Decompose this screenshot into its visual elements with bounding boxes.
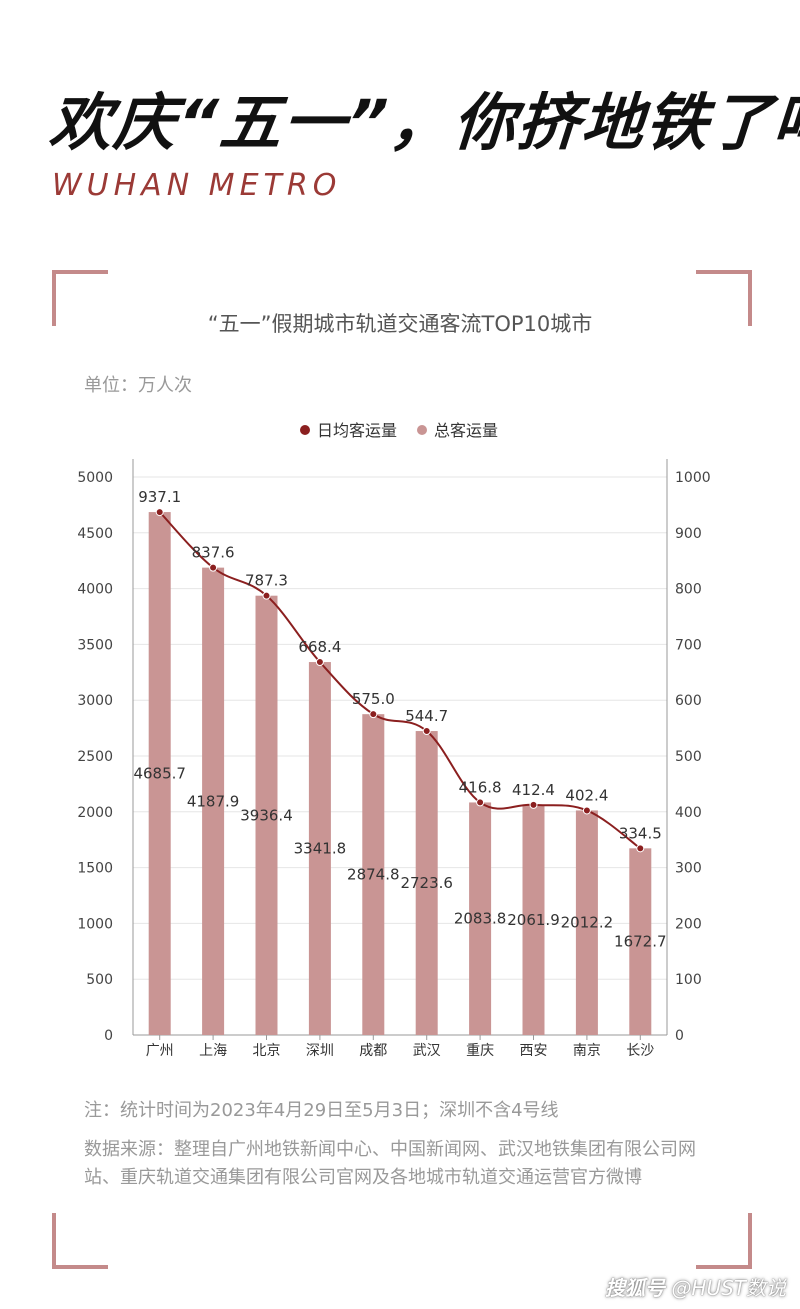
watermark-account: @HUST数说 <box>671 1276 786 1300</box>
daily-line <box>158 511 641 850</box>
y-left-tick-label: 3000 <box>77 693 113 709</box>
y-right-tick-label: 100 <box>675 972 702 988</box>
daily-point <box>369 710 378 719</box>
x-tick-label: 西安 <box>520 1043 548 1059</box>
y-right-tick-label: 500 <box>675 749 702 765</box>
y-left-tick-label: 2500 <box>77 749 113 765</box>
combo-chart: 日均客运量 总客运量0500100015002000250030003500400… <box>77 421 711 1059</box>
x-tick-label: 广州 <box>146 1043 174 1059</box>
bar-value-label: 2723.6 <box>400 874 453 892</box>
y-right-tick-label: 200 <box>675 916 702 932</box>
y-left-tick-label: 1500 <box>77 861 113 877</box>
bar <box>148 512 171 1035</box>
x-tick-label: 南京 <box>573 1043 601 1059</box>
bar <box>308 662 331 1035</box>
y-left-tick-label: 3500 <box>77 637 113 653</box>
bar <box>522 804 545 1035</box>
y-right-tick-label: 700 <box>675 637 702 653</box>
bar <box>202 567 225 1035</box>
y-left-tick-label: 0 <box>104 1028 113 1044</box>
corner-bracket-top-left <box>52 270 108 326</box>
y-left-tick-label: 4500 <box>77 526 113 542</box>
bar-value-label: 1672.7 <box>614 933 667 951</box>
daily-point <box>422 727 431 736</box>
bar <box>415 731 438 1035</box>
daily-point <box>582 806 591 815</box>
y-left-tick-label: 4000 <box>77 582 113 598</box>
legend-label-daily: 日均客运量 <box>317 421 397 440</box>
headline: 欢庆“五一”，你挤地铁了吗？ <box>47 86 800 159</box>
bar-value-label: 2012.2 <box>561 914 614 932</box>
watermark: 搜狐号 @HUST数说 <box>605 1272 786 1301</box>
daily-point <box>209 563 218 572</box>
bar <box>255 595 278 1035</box>
legend-label-total: 总客运量 <box>434 421 498 440</box>
bar-value-label: 3341.8 <box>294 840 347 858</box>
footnote: 注：统计时间为2023年4月29日至5月3日；深圳不含4号线 <box>84 1100 559 1121</box>
bar <box>629 848 652 1035</box>
daily-point <box>636 844 645 853</box>
bar-value-label: 3936.4 <box>240 806 293 824</box>
x-tick-label: 武汉 <box>413 1043 441 1059</box>
y-right-tick-label: 300 <box>675 861 702 877</box>
legend-marker-total <box>417 425 427 435</box>
subtitle: WUHAN METRO <box>52 168 342 203</box>
x-tick-label: 重庆 <box>466 1043 494 1059</box>
bar-value-label: 4685.7 <box>133 765 186 783</box>
y-left-tick-label: 5000 <box>77 470 113 486</box>
bar <box>469 802 492 1035</box>
y-left-tick-label: 2000 <box>77 805 113 821</box>
y-right-tick-label: 1000 <box>675 470 711 486</box>
bar <box>575 810 598 1035</box>
daily-point <box>529 800 538 809</box>
daily-point <box>476 798 485 807</box>
bar <box>362 714 385 1035</box>
line-value-label: 837.6 <box>192 544 235 562</box>
line-value-label: 668.4 <box>298 638 341 656</box>
bar-value-label: 2083.8 <box>454 910 507 928</box>
x-tick-label: 长沙 <box>626 1043 654 1059</box>
y-right-tick-label: 400 <box>675 805 702 821</box>
unit-label: 单位：万人次 <box>84 375 192 396</box>
line-value-label: 412.4 <box>512 781 555 799</box>
y-left-tick-label: 1000 <box>77 916 113 932</box>
corner-bracket-top-right <box>696 270 752 326</box>
daily-point <box>262 591 271 600</box>
daily-point <box>315 658 324 667</box>
line-value-label: 544.7 <box>405 707 448 725</box>
line-value-label: 575.0 <box>352 690 395 708</box>
daily-point <box>155 508 164 517</box>
x-tick-label: 上海 <box>199 1043 227 1059</box>
bar-value-label: 2061.9 <box>507 911 560 929</box>
line-value-label: 334.5 <box>619 824 662 842</box>
watermark-platform: 搜狐号 <box>605 1276 666 1300</box>
y-right-tick-label: 800 <box>675 582 702 598</box>
y-right-tick-label: 0 <box>675 1028 684 1044</box>
y-right-tick-label: 900 <box>675 526 702 542</box>
x-tick-label: 深圳 <box>306 1043 334 1059</box>
line-value-label: 416.8 <box>459 778 502 796</box>
chart-title: “五一”假期城市轨道交通客流TOP10城市 <box>207 312 593 336</box>
bar-value-label: 4187.9 <box>187 792 240 810</box>
data-source: 数据来源：整理自广州地铁新闻中心、中国新闻网、武汉地铁集团有限公司网站、重庆轨道… <box>84 1139 696 1188</box>
corner-bracket-bottom-left <box>52 1213 108 1269</box>
legend-marker-daily <box>300 425 310 435</box>
line-value-label: 937.1 <box>138 488 181 506</box>
y-right-tick-label: 600 <box>675 693 702 709</box>
line-value-label: 402.4 <box>565 786 608 804</box>
line-value-label: 787.3 <box>245 572 288 590</box>
y-left-tick-label: 500 <box>86 972 113 988</box>
x-tick-label: 成都 <box>359 1043 387 1059</box>
corner-bracket-bottom-right <box>696 1213 752 1269</box>
x-tick-label: 北京 <box>253 1043 281 1059</box>
bar-value-label: 2874.8 <box>347 866 400 884</box>
